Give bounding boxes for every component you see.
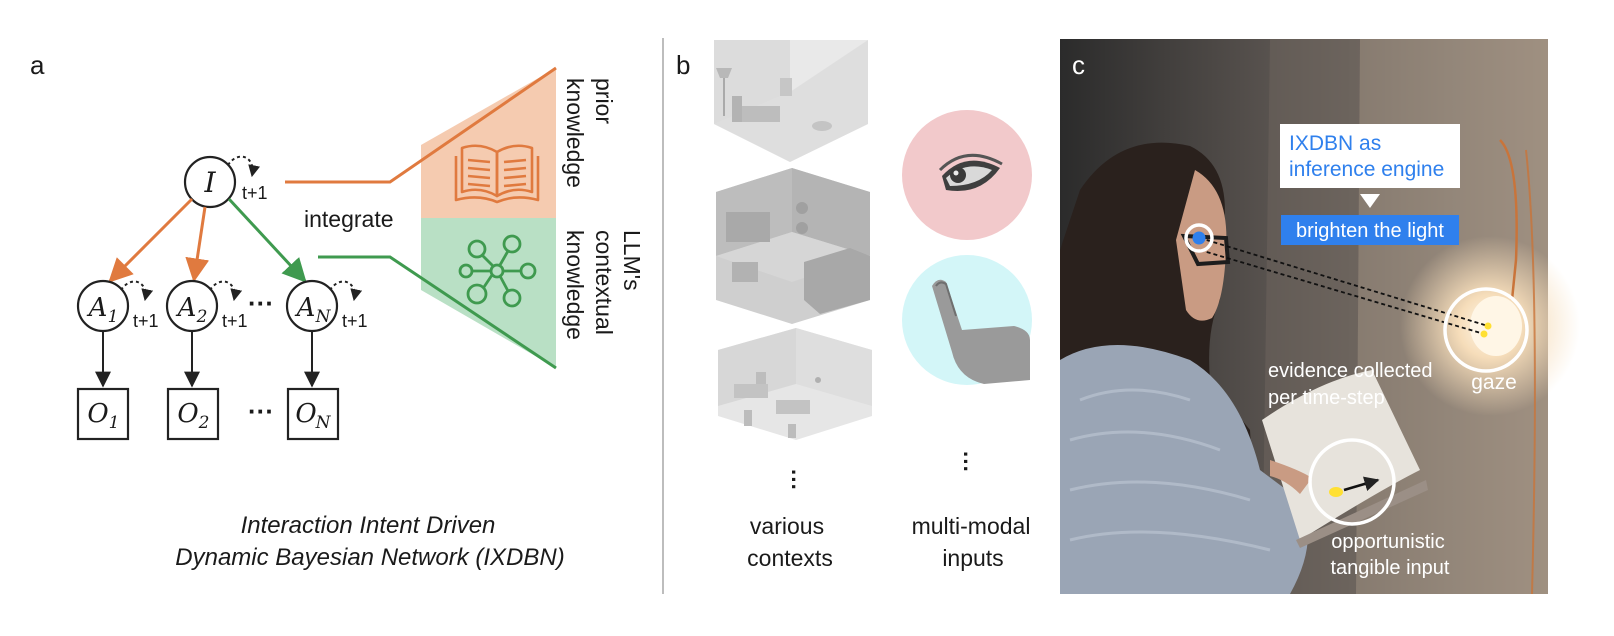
svg-text:t+1: t+1 [342,311,368,331]
inputs-label: multi-modal inputs [912,513,1031,571]
tangible-label-line-1: opportunistic [1331,531,1444,553]
svg-text:inputs: inputs [942,545,1003,571]
svg-text:A: A [295,293,316,323]
engine-label-line-1: IXDBN as [1289,132,1381,155]
svg-text:contextual: contextual [591,230,617,335]
kitchen-context-image [716,168,870,324]
action-label: brighten the light [1296,220,1444,242]
tangible-swipe-arrow [1343,476,1380,492]
panel-c-label: c [1072,50,1085,80]
hand-input-image [902,255,1032,385]
eye-marker-ring [1184,223,1214,253]
observation-node-n: O N [286,387,340,441]
caption-line-1: Interaction Intent Driven [241,512,496,539]
svg-text:O: O [87,399,108,429]
svg-text:various: various [750,513,824,539]
svg-text:knowledge: knowledge [562,78,588,188]
tangible-target-ring [1308,438,1396,526]
gaze-label: gaze [1471,371,1517,394]
eye-marker-dot [1192,231,1206,245]
panel-b: b [676,40,1032,571]
edge-intent-a2 [185,206,210,283]
contexts-label: various contexts [747,513,833,571]
observation-node-1: O 1 [76,387,130,441]
svg-text:O: O [295,399,316,429]
engine-label-line-2: inference engine [1289,158,1444,181]
llm-knowledge-label: LLM's contextual knowledge [562,230,645,340]
book-icon [454,144,540,204]
edge-intent-a1 [108,197,194,283]
svg-text:A: A [87,293,108,323]
observation-ellipsis: ··· [248,396,274,426]
action-ellipsis: ··· [248,288,274,318]
svg-text:1: 1 [108,307,119,327]
action-node-1: A 1 t+1 [76,279,159,333]
gaze-line-1 [1199,237,1489,327]
action-node-n: A N t+1 [285,279,368,333]
svg-text:multi-modal: multi-modal [912,513,1031,539]
lamp-cord [1499,139,1518,301]
svg-text:t+1: t+1 [222,311,248,331]
tangible-touch-point [1329,487,1343,497]
action-node-2: A 2 t+1 [165,279,248,333]
engine-box [1280,124,1460,188]
green-integration-line [318,255,557,370]
intent-node-label: I [203,166,216,199]
panel-a-label: a [30,50,45,80]
svg-text:2: 2 [196,307,208,327]
svg-text:2: 2 [198,413,210,433]
office-context-image [718,328,872,440]
svg-text:t+1: t+1 [133,311,159,331]
svg-text:A: A [176,293,197,323]
gaze-target-ring [1443,287,1529,373]
inputs-ellipsis: ··· [953,451,978,473]
evidence-label-line-2: per time-step [1268,387,1385,409]
eye-input-image [902,110,1032,240]
panel-c: gaze IXDBN as inference engine brighten … [1060,39,1580,595]
person-silhouette [1060,142,1308,594]
svg-text:O: O [177,399,198,429]
panel-a: a I t+1 A 1 t+1 A 2 t+1 ··· [30,50,645,571]
contexts-ellipsis: ··· [781,469,806,491]
book-prop [1262,370,1428,548]
svg-text:LLM's: LLM's [619,230,645,291]
intent-node: I t+1 [183,155,268,209]
svg-text:1: 1 [109,413,120,433]
gaze-point-2 [1480,330,1488,338]
prior-knowledge-band [421,68,556,218]
observation-node-2: O 2 [166,387,220,441]
svg-text:contexts: contexts [747,545,833,571]
gaze-line-2 [1199,249,1485,335]
orange-integration-line [285,66,557,184]
svg-text:prior: prior [591,78,617,124]
living-room-context-image [714,40,868,162]
integrate-label: integrate [304,206,394,232]
svg-text:knowledge: knowledge [562,230,588,340]
gaze-point-1 [1484,322,1492,330]
prior-knowledge-label: prior knowledge [562,78,617,188]
panel-b-label: b [676,50,690,80]
network-icon [458,234,537,308]
evidence-label-line-1: evidence collected [1268,360,1433,382]
svg-text:N: N [315,307,332,327]
contextual-knowledge-band [421,218,556,368]
intent-time-step: t+1 [242,183,268,203]
svg-text:N: N [315,413,332,433]
caption-line-2: Dynamic Bayesian Network (IXDBN) [175,544,564,571]
edge-intent-an [227,197,307,283]
action-box [1281,215,1459,245]
engine-arrow [1360,194,1380,208]
tangible-label-line-2: tangible input [1331,557,1450,579]
light-bulb [1470,296,1522,356]
